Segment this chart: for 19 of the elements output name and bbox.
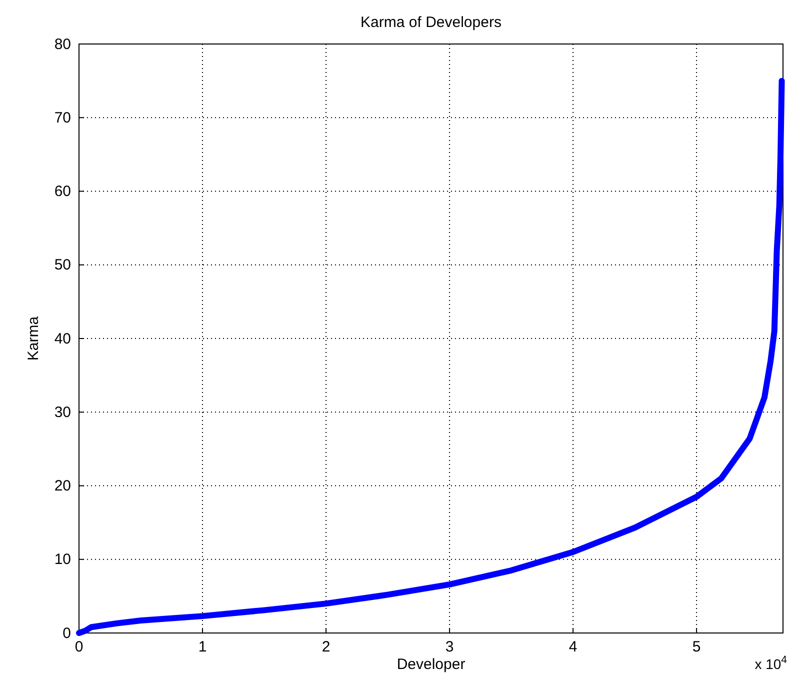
y-tick-label: 40 xyxy=(54,330,71,348)
x-axis-title: Developer xyxy=(396,656,466,673)
y-tick-label: 60 xyxy=(54,183,71,200)
text: x 10$^{4}$ xyxy=(754,654,788,672)
y-tick-label: 30 xyxy=(54,404,71,421)
y-tick-label: 20 xyxy=(54,478,71,495)
x-tick-label: 4 xyxy=(568,638,578,656)
x-tick-label: 1 xyxy=(198,638,207,656)
x-tick-label: 0 xyxy=(74,638,84,656)
y-tick-label: 10 xyxy=(54,551,71,568)
x-tick-label: 5 xyxy=(692,638,701,656)
x-tick-label: 3 xyxy=(445,638,454,656)
y-axis-title: Karma xyxy=(25,316,42,361)
y-tick-label: 0 xyxy=(62,624,71,642)
x-tick-label: 2 xyxy=(322,638,330,656)
y-tick-label: 80 xyxy=(54,36,71,53)
y-tick-label: 70 xyxy=(54,109,71,126)
chart-title: Karma of Developers xyxy=(360,14,502,31)
y-tick-label: 50 xyxy=(54,256,71,274)
